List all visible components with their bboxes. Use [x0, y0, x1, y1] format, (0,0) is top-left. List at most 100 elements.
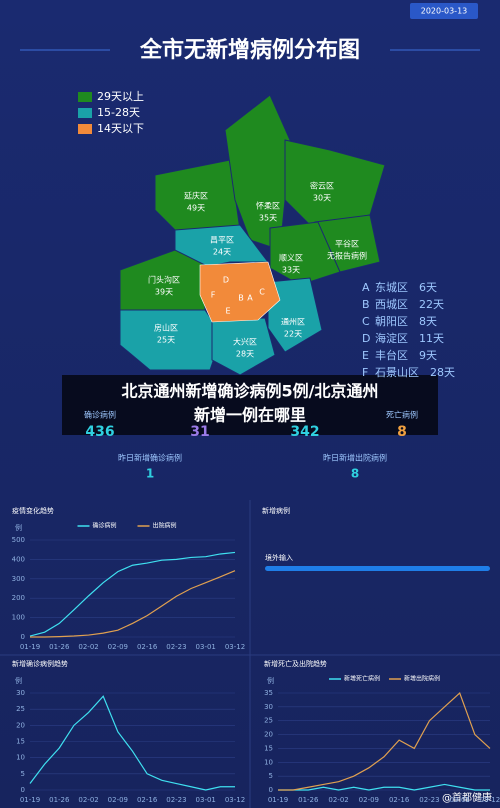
yesterday-label: 昨日新增出院病例	[323, 453, 387, 463]
unit-label: 例	[267, 676, 274, 685]
x-tick-label: 02-23	[419, 796, 439, 804]
district-days: 24天	[213, 248, 231, 257]
x-tick-label: 01-19	[20, 796, 40, 804]
x-tick-label: 02-02	[78, 796, 98, 804]
y-tick-label: 300	[12, 575, 25, 583]
y-tick-label: 15	[16, 738, 25, 746]
legend-label: 15-28天	[97, 106, 140, 119]
yesterday-value: 8	[351, 467, 359, 481]
y-tick-label: 100	[12, 614, 25, 622]
x-tick-label: 02-16	[137, 643, 158, 651]
list-name: 东城区	[375, 281, 408, 294]
chart-title: 疫情变化趋势	[12, 506, 54, 515]
list-letter: C	[362, 315, 370, 328]
x-tick-label: 02-02	[78, 643, 98, 651]
legend-label: 确诊病例	[93, 522, 117, 530]
district-days: 无报告病例	[327, 251, 367, 261]
y-tick-label: 25	[16, 705, 25, 713]
list-letter: B	[362, 298, 370, 311]
y-tick-label: 400	[12, 555, 25, 563]
bar-label: 境外输入	[265, 553, 293, 562]
district	[269, 221, 341, 286]
y-tick-label: 0	[269, 786, 273, 794]
x-tick-label: 03-01	[196, 643, 216, 651]
y-tick-label: 15	[264, 744, 273, 752]
x-tick-label: 03-01	[450, 796, 470, 804]
stat-value: 342	[290, 424, 319, 440]
legend-label: 新增死亡病例	[344, 675, 380, 683]
y-tick-label: 0	[21, 786, 25, 794]
yesterday-label: 昨日新增确诊病例	[118, 453, 182, 463]
x-tick-label: 02-02	[328, 796, 348, 804]
y-tick-label: 5	[269, 772, 273, 780]
y-tick-label: 35	[264, 689, 273, 697]
district-days: 35天	[259, 214, 277, 223]
list-letter: F	[362, 366, 368, 379]
headline: 新增一例在哪里	[194, 406, 306, 425]
stat-label: 死亡病例	[386, 410, 418, 420]
y-tick-label: 30	[16, 689, 25, 697]
district-name: 顺义区	[279, 254, 303, 263]
list-days: 8天	[419, 315, 437, 328]
list-name: 石景山区	[375, 366, 419, 379]
x-tick-label: 02-09	[108, 796, 128, 804]
list-name: 海淀区	[375, 331, 408, 345]
x-tick-label: 02-23	[166, 643, 186, 651]
x-tick-label: 03-12	[225, 796, 245, 804]
list-name: 西城区	[375, 298, 408, 311]
progress-bar	[265, 566, 490, 571]
stat-value: 31	[190, 424, 209, 440]
series-line	[278, 783, 490, 791]
list-days: 9天	[419, 349, 437, 362]
yesterday-value: 1	[146, 467, 154, 481]
map-letter: D	[223, 276, 229, 285]
y-tick-label: 10	[264, 758, 273, 766]
legend-swatch	[78, 124, 92, 134]
series-line	[29, 695, 235, 791]
unit-label: 例	[15, 523, 22, 532]
district-name: 房山区	[154, 323, 178, 333]
map-letter: F	[211, 291, 216, 300]
series-line	[29, 551, 236, 637]
chart-title: 新增死亡及出院趋势	[264, 659, 327, 668]
x-tick-label: 01-19	[268, 796, 288, 804]
list-letter: D	[362, 332, 370, 345]
date-badge	[410, 3, 478, 19]
list-letter: A	[362, 281, 370, 294]
map	[119, 94, 386, 376]
list-days: 28天	[430, 366, 455, 379]
panel-title: 新增病例	[262, 506, 290, 515]
y-tick-label: 0	[21, 633, 25, 641]
district-name: 昌平区	[210, 236, 234, 245]
stat-label: 确诊病例	[84, 410, 116, 420]
list-days: 6天	[419, 281, 437, 294]
district-name: 延庆区	[184, 191, 208, 201]
district	[224, 94, 291, 251]
district-days: 33天	[282, 266, 300, 275]
y-tick-label: 500	[12, 536, 25, 544]
date: 2020-03-13	[421, 7, 468, 16]
x-tick-label: 02-16	[389, 796, 410, 804]
district-days: 28天	[236, 350, 254, 359]
y-tick-label: 20	[264, 731, 273, 739]
x-tick-label: 02-16	[137, 796, 158, 804]
unit-label: 例	[15, 676, 22, 685]
x-tick-label: 02-09	[359, 796, 379, 804]
district-days: 49天	[187, 204, 205, 213]
map-letter: A	[247, 294, 253, 303]
list-name: 丰台区	[375, 348, 408, 362]
y-tick-label: 5	[21, 770, 25, 778]
district	[267, 277, 323, 353]
legend-swatch	[78, 108, 92, 118]
legend-label: 29天以上	[97, 90, 144, 103]
district	[119, 309, 223, 371]
x-tick-label: 02-09	[108, 643, 128, 651]
x-tick-label: 02-23	[166, 796, 186, 804]
district-days: 22天	[284, 330, 302, 339]
map-letter: C	[259, 288, 265, 297]
x-tick-label: 03-12	[225, 643, 245, 651]
district-name: 密云区	[310, 181, 334, 191]
series-line	[278, 691, 491, 791]
district-name: 怀柔区	[256, 201, 280, 211]
x-tick-label: 03-01	[196, 796, 216, 804]
